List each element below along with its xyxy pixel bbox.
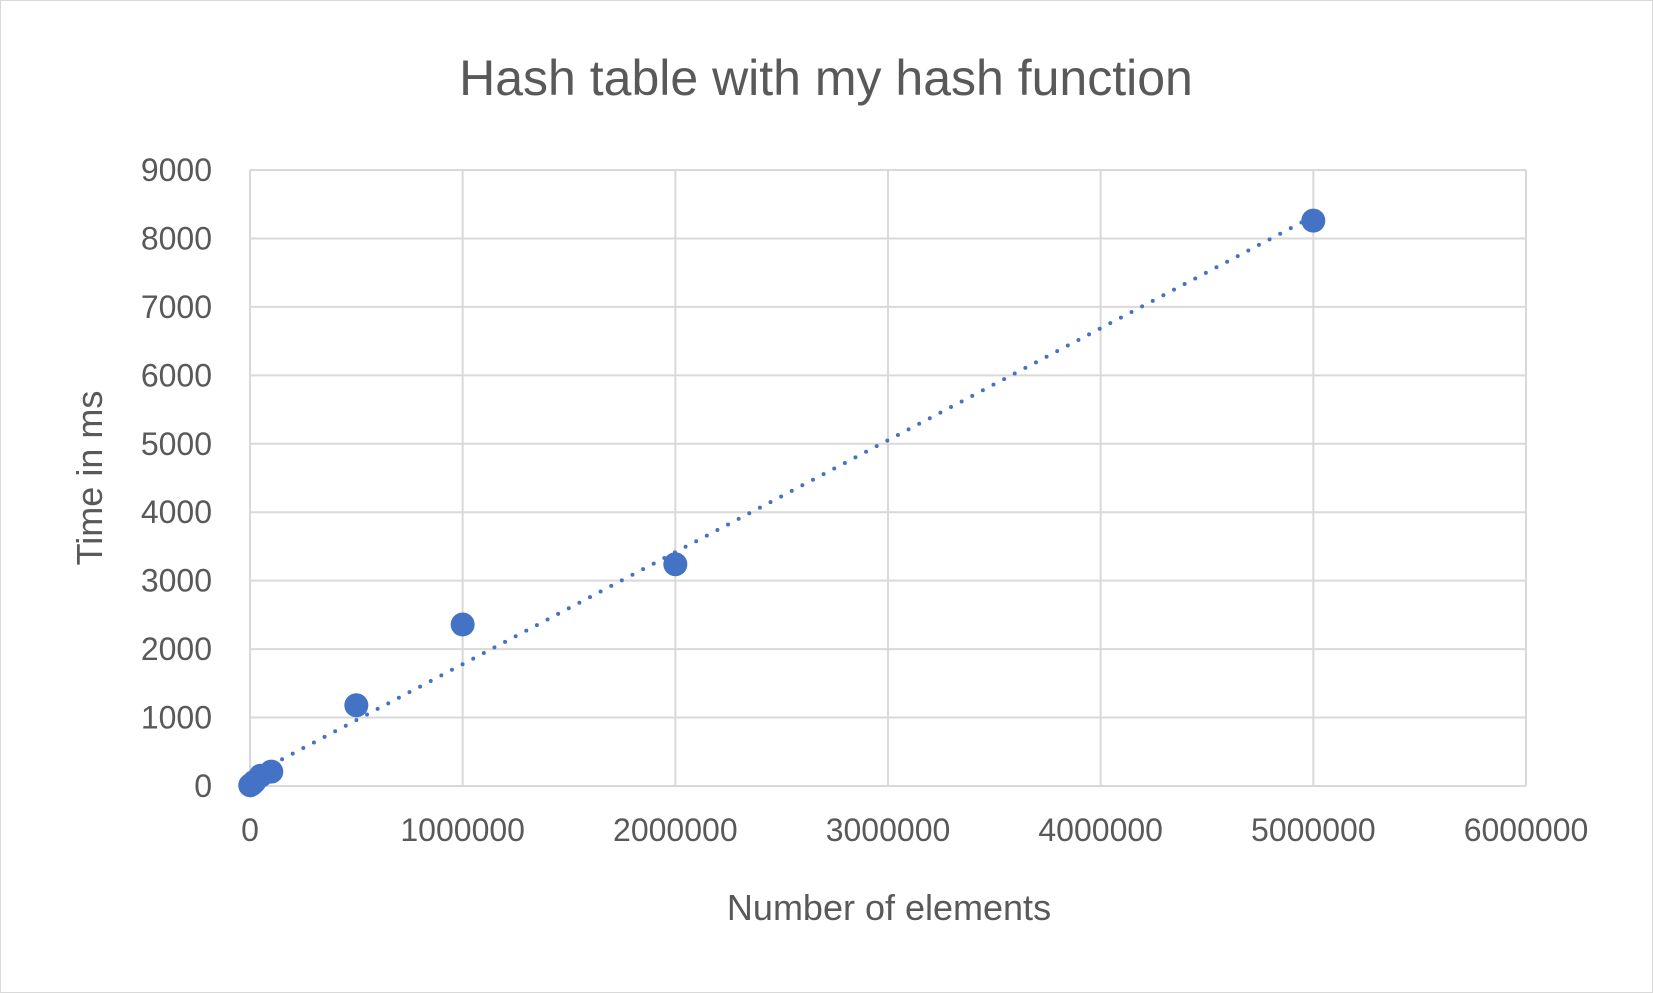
data-points: [238, 208, 1326, 798]
gridlines: [249, 169, 1527, 787]
data-point: [450, 612, 475, 637]
x-tick-label: 2000000: [613, 812, 738, 848]
y-tick-label: 1000: [141, 700, 212, 736]
y-tick-label: 7000: [141, 289, 212, 325]
y-tick-label: 8000: [141, 220, 212, 256]
data-point: [259, 759, 284, 784]
data-point: [344, 693, 369, 718]
data-point: [1301, 208, 1326, 233]
data-point: [663, 552, 688, 577]
x-tick-label: 4000000: [1038, 812, 1163, 848]
x-tick-label: 3000000: [826, 812, 951, 848]
x-tick-label: 5000000: [1251, 812, 1376, 848]
y-axis-title: Time in ms: [69, 391, 110, 566]
x-axis-title: Number of elements: [727, 887, 1051, 928]
y-tick-label: 4000: [141, 494, 212, 530]
x-tick-label: 6000000: [1464, 812, 1589, 848]
y-tick-labels: 0 1000 2000 3000 4000 5000 6000 7000 8000 9000: [141, 152, 212, 804]
chart-title: Hash table with my hash function: [459, 50, 1193, 106]
y-tick-label: 0: [194, 768, 212, 804]
y-tick-label: 5000: [141, 426, 212, 462]
y-tick-label: 3000: [141, 563, 212, 599]
y-tick-label: 9000: [141, 152, 212, 188]
x-tick-labels: 0 1000000 2000000 3000000 4000000 5000000 6000…: [241, 812, 1588, 848]
y-tick-label: 6000: [141, 357, 212, 393]
trendline: [248, 214, 1316, 779]
y-tick-label: 2000: [141, 631, 212, 667]
x-tick-label: 1000000: [400, 812, 525, 848]
trendline-layer: [248, 214, 1316, 779]
x-tick-label: 0: [241, 812, 259, 848]
